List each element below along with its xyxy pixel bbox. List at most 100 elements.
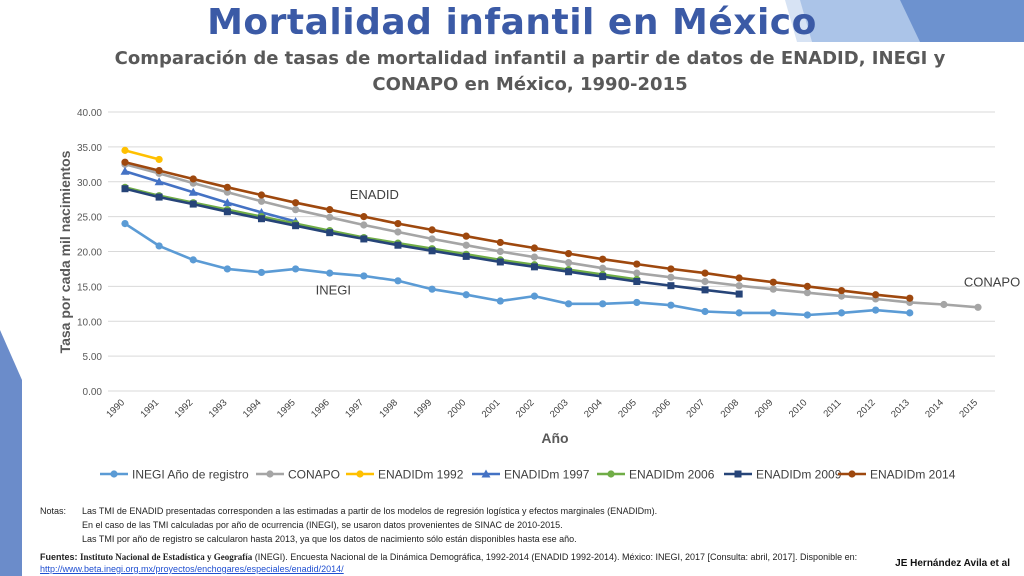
data-point [155, 155, 163, 164]
data-point [154, 177, 164, 186]
legend-marker [734, 470, 742, 478]
x-tick-label: 2013 [889, 397, 912, 420]
data-point [155, 166, 163, 175]
data-point [462, 291, 470, 299]
x-tick-label: 2008 [719, 397, 742, 420]
y-axis-label: Tasa por cada mil nacimientos [57, 150, 73, 353]
sources-text: (INEGI). Encuesta Nacional de la Dinámic… [254, 552, 858, 562]
data-point [257, 197, 266, 205]
legend-label: CONAPO [288, 468, 340, 482]
data-point [735, 274, 743, 282]
x-tick-label: 2005 [616, 397, 639, 420]
data-point [121, 146, 129, 154]
series-line [124, 222, 910, 317]
note-line-1: Las TMI de ENADID presentadas correspond… [82, 506, 658, 516]
sources-link[interactable]: http://www.beta.inegi.org.mx/proyectos/e… [40, 564, 344, 574]
line-chart: 0.00 5.00 10.00 15.00 20.00 25.00 30.00 35.00 40… [57, 108, 1020, 482]
x-tick-label: 2010 [787, 397, 810, 420]
data-point [769, 309, 777, 317]
data-point [121, 158, 129, 166]
x-tick-label: 1998 [377, 397, 400, 420]
data-point [837, 286, 846, 295]
data-point [394, 241, 402, 249]
data-point [462, 252, 470, 260]
x-tick-label: 2002 [514, 397, 537, 420]
data-point [360, 213, 368, 221]
data-point [701, 269, 709, 277]
data-point [803, 311, 812, 319]
data-point [872, 291, 880, 299]
data-point [530, 263, 538, 271]
y-tick-label: 5.00 [83, 352, 103, 363]
y-tick-label: 25.00 [77, 213, 102, 224]
data-point [360, 272, 368, 280]
data-point [564, 259, 573, 267]
data-point [667, 282, 675, 290]
data-point [120, 166, 130, 175]
x-tick-label: 2011 [821, 397, 843, 419]
data-point [906, 294, 914, 302]
data-point [428, 285, 436, 293]
notes-label: Notas: [40, 506, 67, 516]
data-point [462, 241, 470, 249]
x-tick-label: 1990 [104, 397, 127, 420]
data-point [189, 200, 197, 208]
sources-block: Fuentes: Instituto Nacional de Estadísti… [40, 551, 880, 575]
data-point [257, 268, 266, 277]
author-credit: JE Hernández Avila et al [895, 558, 1010, 569]
data-point [326, 269, 334, 277]
data-point [155, 193, 163, 201]
data-point [257, 215, 265, 223]
x-tick-label: 2014 [923, 397, 946, 420]
x-tick-label: 2009 [753, 397, 776, 420]
data-point [394, 228, 402, 236]
series-line [124, 160, 910, 300]
y-tick-label: 0.00 [83, 387, 103, 398]
data-point [974, 303, 982, 311]
data-point [599, 255, 607, 263]
data-point [394, 220, 402, 228]
data-point [394, 277, 402, 285]
data-point [292, 265, 300, 273]
data-point [326, 206, 334, 214]
sources-institution: Instituto Nacional de Estadística y Geog… [80, 552, 253, 562]
x-tick-label: 2006 [650, 397, 673, 420]
chart-annotation: CONAPO [964, 274, 1020, 289]
legend-marker [110, 470, 118, 478]
data-point [496, 238, 504, 247]
data-point [326, 229, 334, 237]
data-point [530, 292, 539, 300]
data-point [360, 221, 368, 229]
x-tick-label: 1994 [241, 397, 264, 420]
data-point [496, 247, 504, 256]
x-tick-label: 1997 [343, 397, 366, 420]
data-point [292, 222, 300, 230]
data-point [326, 213, 334, 221]
data-point [223, 208, 231, 216]
y-tick-label: 30.00 [77, 178, 102, 189]
chart-annotation: INEGI [316, 283, 351, 298]
x-tick-label: 2004 [582, 397, 605, 420]
data-point [121, 220, 129, 228]
data-point [223, 183, 231, 191]
data-point [769, 285, 777, 293]
data-point [222, 198, 232, 207]
x-tick-label: 2003 [548, 397, 571, 420]
legend-label: ENADIDm 2006 [629, 468, 715, 482]
data-point [188, 187, 198, 196]
x-tick-label: 1996 [309, 397, 332, 420]
x-tick-label: 1999 [411, 397, 434, 420]
data-point [121, 185, 129, 193]
data-point [428, 235, 436, 243]
legend-label: INEGI Año de registro [132, 468, 249, 482]
data-point [565, 268, 573, 276]
y-tick-label: 15.00 [77, 282, 102, 293]
data-point [428, 226, 436, 234]
data-point [223, 265, 231, 273]
x-tick-label: 2001 [480, 397, 503, 420]
data-point [940, 300, 948, 309]
data-point [633, 298, 641, 307]
data-point [292, 206, 300, 214]
data-point [599, 300, 607, 308]
data-point [257, 191, 266, 199]
